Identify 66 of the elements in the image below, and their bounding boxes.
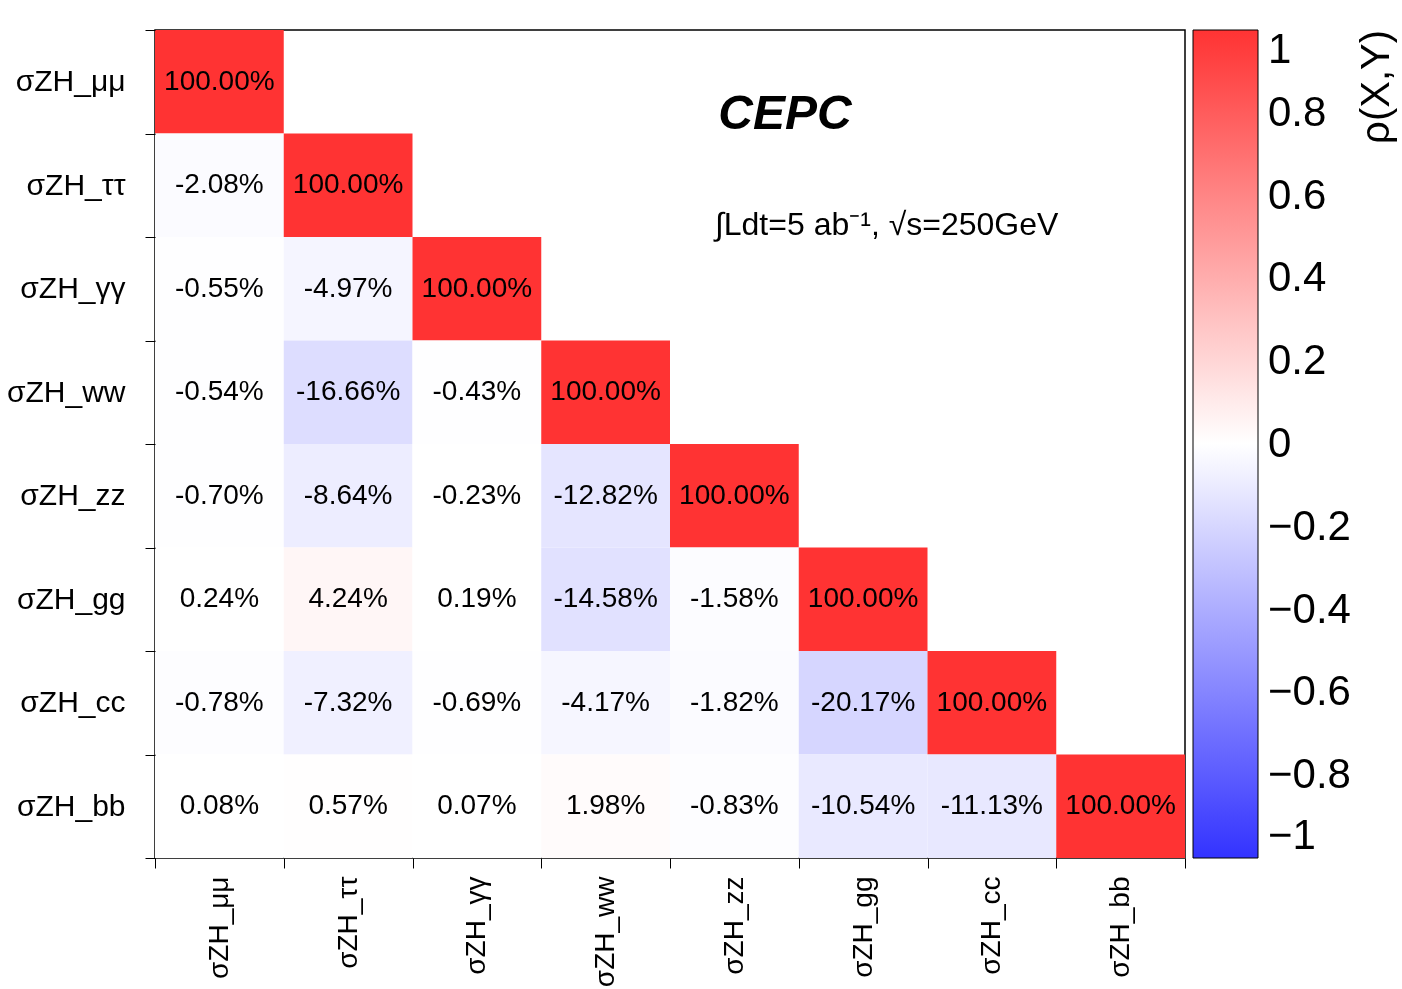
data-label: -11.13% xyxy=(940,789,1043,821)
y-tick-label: σZH_γγ xyxy=(20,271,126,305)
data-label: 100.00% xyxy=(292,168,404,200)
color-bar-label: −0.2 xyxy=(1268,501,1351,549)
data-label: -20.17% xyxy=(810,685,916,717)
data-label: 100.00% xyxy=(807,582,919,614)
data-label: -12.82% xyxy=(553,478,658,510)
data-label: -0.55% xyxy=(175,271,264,303)
color-bar-label: 0.6 xyxy=(1268,170,1327,218)
data-label: 0.19% xyxy=(437,582,517,614)
data-label: -8.64% xyxy=(303,478,393,510)
data-label: -0.69% xyxy=(432,685,522,717)
y-tick-label: σZH_gg xyxy=(16,581,126,615)
x-tick-label: σZH_ττ xyxy=(331,876,363,969)
data-label: 100.00% xyxy=(936,685,1048,717)
color-bar-label: 0.4 xyxy=(1268,253,1327,301)
y-tick-label: σZH_μμ xyxy=(15,64,126,98)
color-bar-label: −1 xyxy=(1268,811,1316,858)
data-label: -0.54% xyxy=(175,375,264,407)
y-tick-label: σZH_cc xyxy=(20,685,126,719)
data-label: -1.58% xyxy=(690,582,779,614)
annotation: ∫Ldt=5 ab⁻¹, √s=250GeV xyxy=(713,206,1059,242)
data-label: -0.78% xyxy=(175,685,264,717)
color-bar-label: 1 xyxy=(1268,25,1292,72)
data-label: -1.82% xyxy=(690,685,779,717)
x-tick-label: σZH_bb xyxy=(1104,876,1136,978)
color-bar-label: −0.8 xyxy=(1268,750,1351,798)
x-tick-label: σZH_μμ xyxy=(202,876,234,979)
data-label: -14.58% xyxy=(553,582,658,614)
color-bar-label: −0.6 xyxy=(1268,667,1351,715)
data-label: 0.57% xyxy=(308,789,388,821)
x-tick-label: σZH_cc xyxy=(975,876,1007,975)
color-bar-title: ρ(X,Y) xyxy=(1353,30,1397,144)
data-label: -2.08% xyxy=(175,168,264,200)
y-tick-label: σZH_bb xyxy=(16,788,126,822)
x-tick-label: σZH_gg xyxy=(846,876,878,978)
color-bar-label: 0 xyxy=(1268,419,1292,466)
data-label: -0.43% xyxy=(432,375,522,407)
data-label: -4.97% xyxy=(303,271,393,303)
color-bar-label: 0.2 xyxy=(1268,336,1327,384)
x-tick-label: σZH_zz xyxy=(717,876,749,975)
data-label: -7.32% xyxy=(303,685,393,717)
data-label: -10.54% xyxy=(810,789,916,821)
data-label: -0.70% xyxy=(175,478,264,510)
data-label: 0.07% xyxy=(437,789,517,821)
annotation: CEPC xyxy=(718,86,854,139)
data-label: -0.83% xyxy=(690,789,779,821)
data-label: 100.00% xyxy=(1065,789,1176,821)
data-label: 4.24% xyxy=(308,582,388,614)
data-label: 100.00% xyxy=(421,271,533,303)
y-tick-label: σZH_ττ xyxy=(26,167,126,201)
data-label: 0.08% xyxy=(179,789,260,821)
data-label: -16.66% xyxy=(295,375,401,407)
data-label: 0.24% xyxy=(179,582,260,614)
data-label: -4.17% xyxy=(561,685,650,717)
color-bar-label: 0.8 xyxy=(1268,87,1327,135)
y-tick-label: σZH_zz xyxy=(20,478,126,512)
data-label: -0.23% xyxy=(432,478,522,510)
data-label: 1.98% xyxy=(565,789,646,821)
x-tick-label: σZH_γγ xyxy=(460,876,492,975)
data-label: 100.00% xyxy=(550,375,661,407)
x-tick-label: σZH_ww xyxy=(589,875,621,988)
data-label: 100.00% xyxy=(164,64,275,96)
color-bar-label: −0.4 xyxy=(1268,584,1351,632)
y-tick-label: σZH_ww xyxy=(6,374,126,408)
data-label: 100.00% xyxy=(679,478,790,510)
